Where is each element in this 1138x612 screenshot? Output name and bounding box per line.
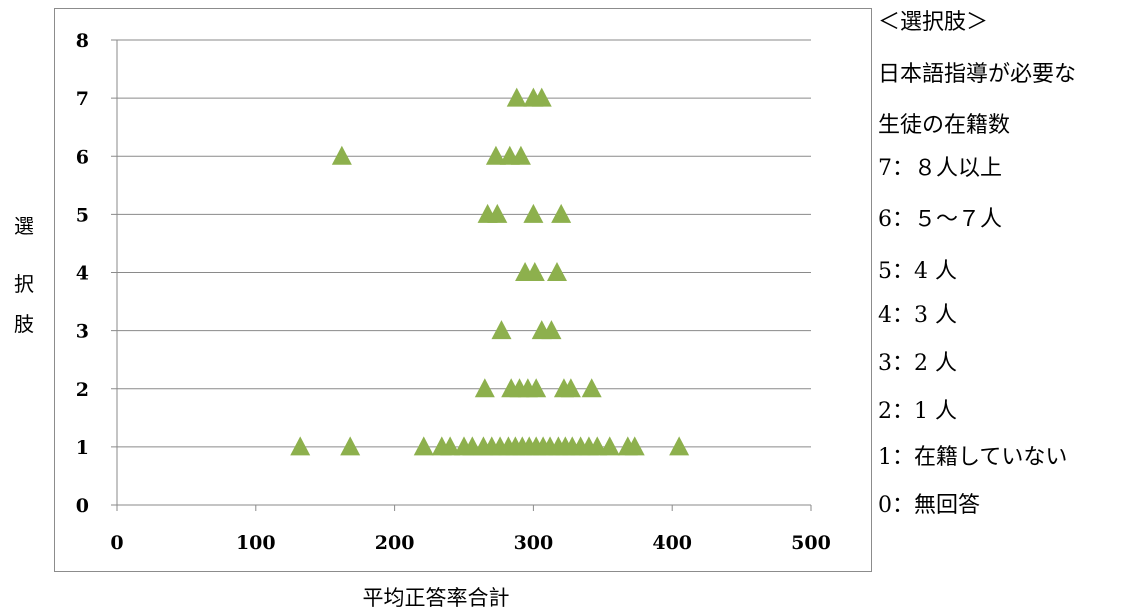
y-tick-label-6: 6 [76,146,89,168]
x-tick-label-0: 0 [110,532,123,554]
data-point [474,378,495,398]
data-point [624,436,645,456]
y-tick-label-5: 5 [76,204,89,226]
legend-item-7: 7：８人以上 [878,156,1002,181]
legend-item-3: 3：2 人 [878,351,957,376]
x-tick-label-300: 300 [514,532,554,554]
y-tick-label-2: 2 [76,379,89,401]
legend-heading: ＜選択肢＞ [878,10,989,35]
scatter-plot: 0 100 200 300 400 500 0 1 2 3 4 5 6 7 8 [76,30,831,554]
legend-description-1: 日本語指導が必要な [878,62,1077,87]
data-point [413,436,434,456]
data-point [331,145,352,165]
data-point [523,203,544,223]
legend-item-0: 0：無回答 [878,493,980,518]
x-tick-label-100: 100 [236,532,276,554]
data-point [551,203,572,223]
data-point [560,378,581,398]
data-point [506,87,527,107]
y-tick-label-7: 7 [76,88,89,110]
y-tick-label-0: 0 [76,495,89,517]
x-tick-label-200: 200 [375,532,415,554]
legend-item-4: 4：3 人 [878,303,957,328]
legend-item-1: 1：在籍していない [878,445,1068,470]
y-tick-label-4: 4 [76,263,89,285]
data-point [491,320,512,340]
y-axis-label-char-3: 肢 [14,312,34,336]
data-point [546,262,567,281]
legend-item-5: 5：4 人 [878,259,957,284]
data-point [440,436,461,456]
data-point [510,145,531,165]
data-point [487,203,508,223]
data-point [541,320,562,340]
y-axis-label-char-1: 選 [14,214,34,238]
data-point [340,436,361,456]
data-point [524,262,545,281]
y-tick-label-3: 3 [76,321,89,343]
data-point [581,378,602,398]
data-point [485,145,506,165]
data-point [526,378,547,398]
data-point [531,87,552,107]
y-tick-label-1: 1 [76,437,89,459]
data-point [669,436,690,456]
y-tick-label-8: 8 [76,30,89,52]
legend-item-6: 6：５～７人 [878,207,1002,232]
x-axis-label: 平均正答率合計 [362,586,510,610]
legend-item-2: 2：1 人 [878,399,957,424]
data-point [290,436,311,456]
data-point [599,436,620,456]
legend-description-2: 生徒の在籍数 [878,113,1011,138]
x-tick-label-500: 500 [791,532,831,554]
chart-frame [54,8,872,572]
x-tick-label-400: 400 [652,532,692,554]
y-axis-label-char-2: 択 [14,272,34,296]
